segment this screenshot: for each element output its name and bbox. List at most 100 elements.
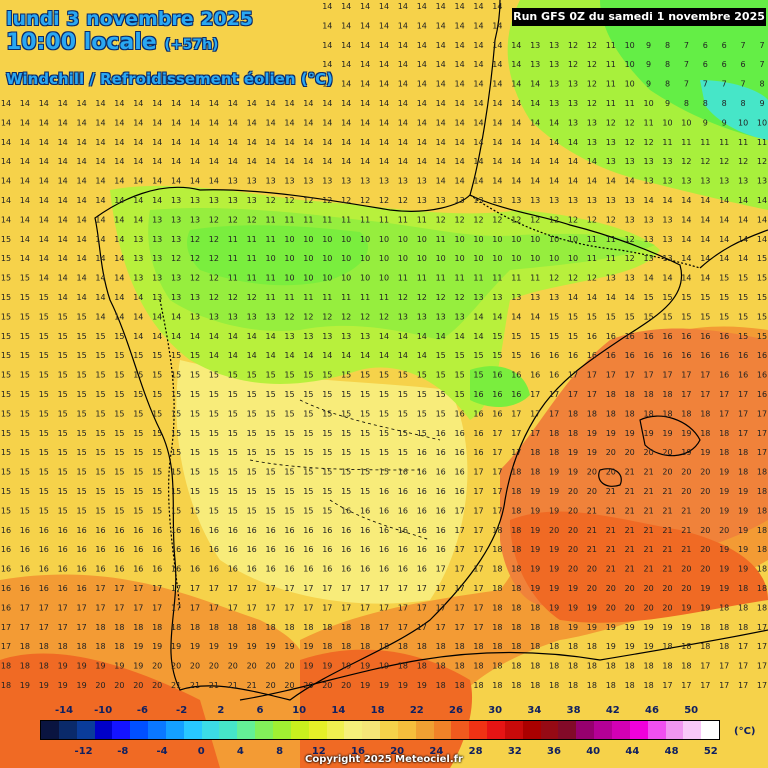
grid-value: 10 xyxy=(341,254,351,263)
grid-value: 14 xyxy=(398,41,408,50)
grid-value: 14 xyxy=(95,196,105,205)
grid-value: 14 xyxy=(77,235,87,244)
grid-value: 10 xyxy=(417,254,427,263)
grid-value: 14 xyxy=(39,254,49,263)
grid-value: 12 xyxy=(587,99,597,108)
grid-value: 14 xyxy=(360,157,370,166)
copyright-text: Copyright 2025 Meteociel.fr xyxy=(305,754,463,765)
grid-value: 11 xyxy=(379,215,389,224)
grid-value: 15 xyxy=(341,371,351,380)
grid-value: 16 xyxy=(436,545,446,554)
grid-value: 18 xyxy=(549,429,559,438)
grid-value: 6 xyxy=(722,41,727,50)
grid-value: 15 xyxy=(549,332,559,341)
grid-value: 15 xyxy=(492,332,502,341)
grid-value: 15 xyxy=(398,429,408,438)
grid-value: 12 xyxy=(455,293,465,302)
grid-value: 14 xyxy=(133,312,143,321)
grid-value: 17 xyxy=(455,603,465,612)
legend-tick-bottom: -8 xyxy=(117,746,129,757)
grid-value: 15 xyxy=(436,409,446,418)
grid-value: 19 xyxy=(133,662,143,671)
grid-value: 14 xyxy=(625,293,635,302)
grid-value: 14 xyxy=(58,235,68,244)
grid-value: 15 xyxy=(58,351,68,360)
grid-value: 17 xyxy=(530,429,540,438)
legend-tick-top: 46 xyxy=(645,705,659,716)
grid-value: 14 xyxy=(247,351,257,360)
grid-value: 14 xyxy=(95,157,105,166)
grid-value: 17 xyxy=(455,506,465,515)
grid-value: 15 xyxy=(114,409,124,418)
grid-value: 14 xyxy=(152,312,162,321)
grid-value: 13 xyxy=(228,196,238,205)
grid-value: 11 xyxy=(266,293,276,302)
grid-value: 17 xyxy=(568,390,578,399)
grid-value: 19 xyxy=(114,662,124,671)
grid-value: 15 xyxy=(171,409,181,418)
grid-value: 17 xyxy=(455,623,465,632)
grid-value: 10 xyxy=(662,118,672,127)
grid-value: 17 xyxy=(455,526,465,535)
grid-value: 13 xyxy=(473,196,483,205)
grid-value: 19 xyxy=(587,603,597,612)
grid-value: 15 xyxy=(284,448,294,457)
grid-value: 20 xyxy=(587,584,597,593)
grid-value: 12 xyxy=(625,138,635,147)
grid-value: 18 xyxy=(738,603,748,612)
grid-value: 16 xyxy=(284,545,294,554)
grid-value: 16 xyxy=(58,565,68,574)
grid-value: 12 xyxy=(360,196,370,205)
color-scale-swatch xyxy=(326,721,345,739)
grid-value: 13 xyxy=(681,177,691,186)
grid-value: 20 xyxy=(700,565,710,574)
grid-value: 10 xyxy=(360,274,370,283)
grid-value: 19 xyxy=(20,681,30,690)
grid-value: 8 xyxy=(703,99,708,108)
grid-value: 17 xyxy=(719,390,729,399)
grid-value: 14 xyxy=(341,138,351,147)
grid-value: 14 xyxy=(341,99,351,108)
grid-value: 14 xyxy=(436,177,446,186)
grid-value: 14 xyxy=(492,99,502,108)
grid-value: 20 xyxy=(568,487,578,496)
grid-value: 18 xyxy=(719,623,729,632)
grid-value: 15 xyxy=(39,371,49,380)
grid-value: 21 xyxy=(662,565,672,574)
grid-value: 17 xyxy=(133,584,143,593)
color-scale-swatch xyxy=(290,721,309,739)
grid-value: 18 xyxy=(662,662,672,671)
grid-value: 18 xyxy=(473,681,483,690)
grid-value: 14 xyxy=(644,274,654,283)
grid-value: 10 xyxy=(379,254,389,263)
grid-value: 20 xyxy=(152,681,162,690)
grid-value: 14 xyxy=(152,177,162,186)
grid-value: 10 xyxy=(625,41,635,50)
grid-value: 10 xyxy=(568,235,578,244)
grid-value: 18 xyxy=(530,603,540,612)
grid-value: 11 xyxy=(228,274,238,283)
grid-value: 20 xyxy=(95,681,105,690)
grid-value: 15 xyxy=(58,468,68,477)
grid-value: 16 xyxy=(228,526,238,535)
grid-value: 18 xyxy=(511,526,521,535)
grid-value: 10 xyxy=(681,118,691,127)
grid-value: 15 xyxy=(133,390,143,399)
grid-value: 14 xyxy=(455,177,465,186)
grid-value: 16 xyxy=(360,565,370,574)
grid-value: 15 xyxy=(228,506,238,515)
grid-value: 18 xyxy=(1,662,11,671)
grid-value: 18 xyxy=(530,448,540,457)
grid-value: 14 xyxy=(681,235,691,244)
grid-value: 15 xyxy=(20,390,30,399)
grid-value: 16 xyxy=(1,545,11,554)
grid-value: 13 xyxy=(398,312,408,321)
grid-value: 17 xyxy=(455,545,465,554)
grid-value: 16 xyxy=(549,351,559,360)
grid-value: 21 xyxy=(587,526,597,535)
grid-value: 16 xyxy=(39,545,49,554)
grid-value: 20 xyxy=(644,584,654,593)
grid-value: 15 xyxy=(360,487,370,496)
grid-value: 16 xyxy=(360,526,370,535)
grid-value: 16 xyxy=(1,526,11,535)
